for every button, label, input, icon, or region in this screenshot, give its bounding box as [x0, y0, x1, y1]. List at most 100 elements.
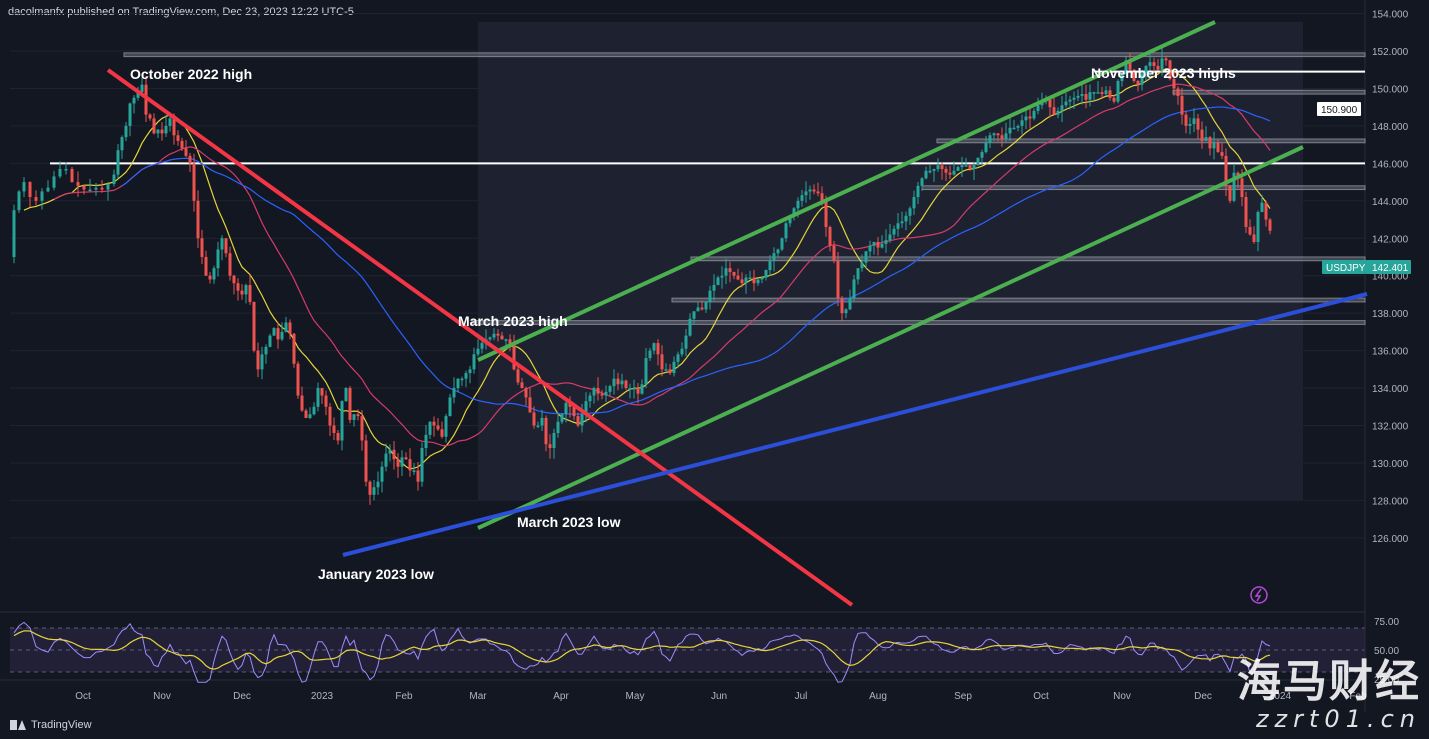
candle-body: [124, 125, 128, 138]
candle-body: [312, 406, 316, 415]
candle-body: [620, 380, 624, 385]
candle-body: [544, 418, 548, 445]
candle-body: [252, 301, 256, 351]
candle-body: [288, 322, 292, 334]
candle-body: [1084, 94, 1088, 100]
candle-body: [264, 346, 268, 355]
candle-body: [816, 191, 820, 194]
candle-body: [804, 191, 808, 196]
candle-body: [1056, 110, 1060, 115]
candle-body: [556, 421, 560, 433]
chart-header: dacolmanfx published on TradingView.com,…: [8, 6, 354, 18]
footer-brand-label: TradingView: [31, 719, 92, 731]
candle-body: [1064, 101, 1068, 106]
candle-body: [888, 234, 892, 241]
watermark: 海马财经 zzrt01.cn: [1237, 659, 1421, 734]
candle-body: [680, 348, 684, 355]
rsi-tick-label: 50.00: [1374, 646, 1399, 657]
candle-body: [1204, 137, 1208, 141]
candle-body: [376, 481, 380, 488]
candle-body: [812, 189, 816, 192]
candle-body: [296, 363, 300, 396]
rsi-tick-label: 75.00: [1374, 617, 1399, 628]
candle-body: [536, 425, 540, 427]
candle-body: [688, 318, 692, 336]
candle-body: [1264, 202, 1268, 220]
candle-body: [1208, 137, 1212, 149]
candle-body: [904, 215, 908, 222]
candle-body: [996, 133, 1000, 136]
candle-body: [348, 388, 352, 420]
candle-body: [368, 481, 372, 495]
candle-body: [460, 378, 464, 381]
candle-body: [276, 328, 280, 340]
candle-body: [488, 337, 492, 340]
candle-body: [920, 178, 924, 186]
candle-body: [444, 416, 448, 437]
candle-body: [76, 182, 80, 186]
candle-body: [332, 425, 336, 433]
candle-body: [992, 133, 996, 136]
candle-body: [560, 414, 564, 422]
candle-body: [344, 388, 348, 402]
candle-body: [728, 268, 732, 272]
candle-body: [864, 251, 868, 263]
candle-body: [528, 397, 532, 413]
y-tick-label: 154.000: [1372, 10, 1409, 21]
candle-body: [908, 208, 912, 216]
candle-body: [692, 311, 696, 319]
candle-body: [1048, 99, 1052, 108]
lightning-icon[interactable]: [1250, 586, 1268, 604]
candle-body: [540, 418, 544, 426]
candle-body: [792, 208, 796, 216]
candle-body: [720, 275, 724, 278]
y-tick-label: 130.000: [1372, 459, 1409, 470]
x-tick-label: Feb: [395, 691, 413, 702]
footer-brand[interactable]: TradingView: [10, 719, 92, 731]
candle-body: [448, 397, 452, 417]
candle-body: [112, 174, 116, 184]
candle-body: [340, 401, 344, 441]
candle-body: [452, 388, 456, 398]
candle-body: [240, 290, 244, 295]
candle-body: [1180, 95, 1184, 115]
candle-body: [256, 350, 260, 370]
uptrend-support-line: [342, 292, 1368, 557]
candle-body: [524, 388, 528, 398]
resistance-zone: [690, 256, 1366, 262]
candle-body: [1176, 88, 1180, 96]
candle-body: [1104, 90, 1108, 95]
candle-body: [212, 268, 216, 280]
rsi-ma-line: [13, 630, 1271, 670]
candle-body: [300, 395, 304, 411]
candle-body: [136, 92, 140, 98]
x-tick-label: May: [626, 691, 645, 702]
candle-body: [504, 339, 508, 341]
candle-body: [832, 245, 836, 261]
candle-body: [372, 487, 376, 495]
candle-body: [872, 241, 876, 246]
candle-body: [476, 348, 480, 355]
candle-body: [1148, 62, 1152, 66]
candle-body: [432, 421, 436, 426]
candle-body: [420, 447, 424, 482]
candle-body: [472, 354, 476, 370]
x-tick-label: Aug: [869, 691, 887, 702]
candle-body: [1028, 116, 1032, 119]
annotation-january-2023-low: January 2023 low: [318, 566, 434, 582]
candle-body: [28, 182, 32, 198]
candle-body: [416, 470, 420, 482]
y-tick-label: 146.000: [1372, 159, 1409, 170]
y-tick-label: 144.000: [1372, 197, 1409, 208]
candle-body: [1004, 133, 1008, 140]
candle-body: [780, 238, 784, 250]
candle-body: [1252, 234, 1256, 242]
candle-body: [1092, 92, 1096, 94]
candle-body: [156, 129, 160, 134]
x-tick-label: Jun: [711, 691, 727, 702]
candle-body: [844, 309, 848, 314]
candle-body: [22, 182, 26, 192]
candle-body: [176, 135, 180, 141]
candle-body: [404, 457, 408, 460]
